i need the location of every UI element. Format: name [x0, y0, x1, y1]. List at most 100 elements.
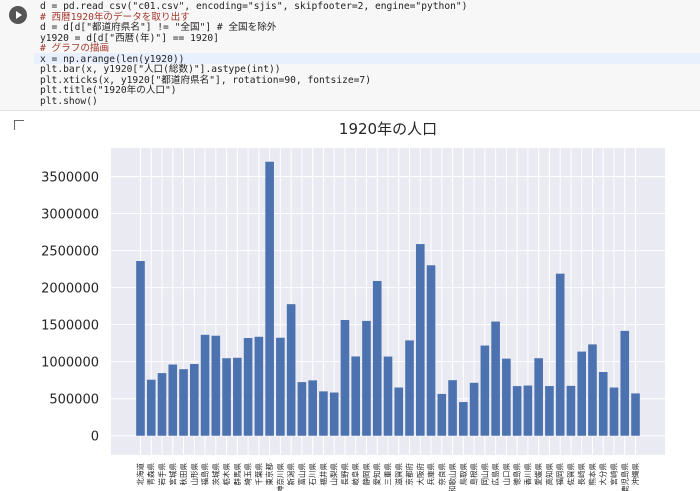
bar [179, 369, 188, 436]
x-tick-label: 香川県 [522, 463, 532, 486]
bar [545, 386, 554, 436]
bar [222, 358, 231, 436]
bar [426, 265, 436, 436]
code-line: d = d[d["都道府県名"] != "全国"] # 全国を除外 [40, 22, 277, 33]
chart-title: 1920年の人口 [339, 120, 437, 138]
x-tick-label: 島根県 [469, 463, 479, 486]
x-tick-label: 宮崎県 [608, 463, 618, 486]
code-line: d = pd.read_csv("c01.csv", encoding="sji… [40, 1, 468, 12]
x-tick-label: 大分県 [598, 463, 608, 486]
code-line: # グラフの描画 [40, 43, 110, 54]
bar [372, 280, 382, 436]
x-tick-label: 岡山県 [479, 463, 489, 486]
x-tick-label: 千葉県 [253, 463, 263, 486]
x-tick-label: 福井県 [318, 463, 328, 486]
x-tick-label: 佐賀県 [565, 463, 575, 486]
bar [620, 330, 630, 436]
x-tick-label: 新潟県 [286, 463, 296, 486]
x-tick-label: 長野県 [340, 463, 349, 486]
bar [577, 351, 587, 436]
bar [469, 382, 479, 436]
x-tick-label: 静岡県 [361, 463, 371, 486]
bar [200, 334, 210, 436]
x-tick-label: 栃木県 [221, 463, 231, 486]
run-button[interactable] [9, 6, 27, 24]
x-tick-label: 神奈川県 [275, 463, 285, 491]
code-line: x = np.arange(len(y1920)) [40, 53, 185, 65]
bar [329, 392, 339, 436]
bar [555, 273, 565, 436]
x-tick-label: 三重県 [384, 463, 393, 486]
bar [459, 402, 468, 436]
bar [168, 364, 178, 436]
bar [437, 393, 447, 436]
x-tick-label: 富山県 [296, 463, 306, 486]
bar [383, 356, 393, 436]
x-tick-label: 東京都 [264, 463, 274, 486]
x-tick-label: 京都府 [404, 463, 414, 486]
x-tick-label: 熊本県 [587, 463, 597, 486]
x-tick-label: 石川県 [308, 463, 317, 486]
bar [480, 345, 490, 436]
y-tick-label: 0 [91, 430, 99, 445]
y-tick-label: 3000000 [41, 208, 99, 223]
bar [534, 358, 543, 436]
x-tick-label: 愛知県 [372, 463, 382, 486]
bar [243, 338, 253, 436]
bar [297, 382, 307, 436]
x-tick-label: 滋賀県 [393, 463, 403, 486]
bar [265, 161, 274, 436]
x-tick-label: 群馬県 [232, 463, 242, 486]
x-tick-label: 山口県 [501, 463, 511, 486]
y-tick-label: 2000000 [41, 282, 99, 297]
bar [136, 261, 145, 436]
bar [448, 380, 457, 436]
x-tick-label: 山梨県 [329, 463, 339, 486]
bar [286, 304, 296, 436]
y-tick-label: 1000000 [41, 356, 99, 371]
y-tick-label: 500000 [49, 393, 99, 408]
x-tick-label: 岩手県 [157, 463, 167, 486]
x-tick-label: 徳島県 [512, 463, 522, 486]
bar [566, 385, 576, 436]
x-tick-label: 秋田県 [178, 463, 188, 486]
x-tick-label: 和歌山県 [447, 463, 457, 491]
code-line: # 西暦1920年のデータを取り出す [40, 11, 190, 23]
x-tick-label: 北海道 [135, 463, 145, 486]
x-tick-label: 奈良県 [436, 463, 446, 486]
bar [598, 372, 608, 436]
bar [189, 363, 199, 436]
x-tick-label: 兵庫県 [426, 463, 436, 486]
bar [415, 244, 425, 436]
output-icon[interactable] [14, 120, 24, 130]
code-line: plt.xticks(x, y1920["都道府県名"], rotation=9… [40, 74, 371, 86]
bar [491, 321, 500, 436]
y-tick-label: 2500000 [41, 245, 99, 260]
x-tick-label: 埼玉県 [243, 463, 253, 486]
x-tick-label: 鳥取県 [458, 463, 468, 486]
x-tick-label: 大阪府 [415, 463, 425, 486]
bar [157, 373, 167, 436]
code-line: plt.bar(x, y1920["人口(総数)"].astype(int)) [40, 64, 281, 75]
bar [502, 358, 511, 436]
y-tick-label: 3500000 [41, 171, 99, 186]
code-line: plt.show() [40, 95, 98, 107]
x-tick-label: 鹿児島県 [619, 463, 629, 491]
x-tick-label: 愛媛県 [533, 463, 543, 486]
x-tick-label: 高知県 [544, 463, 554, 486]
code-line: plt.title("1920年の人口") [40, 85, 177, 96]
bar [340, 319, 350, 436]
x-tick-label: 山形県 [189, 463, 199, 486]
bar [276, 337, 285, 436]
x-tick-label: 茨城県 [210, 463, 220, 486]
bar [631, 393, 640, 436]
line-highlight [34, 53, 700, 64]
bar [308, 380, 317, 436]
bar [512, 386, 522, 436]
code-line: y1920 = d[d["西暦(年)"] == 1920] [40, 32, 219, 44]
bar [351, 356, 361, 436]
bar [233, 357, 242, 436]
chart: 1920年の人口 0 500000 1000000 1500000 2000000 250… [41, 120, 665, 491]
bar [523, 385, 533, 436]
